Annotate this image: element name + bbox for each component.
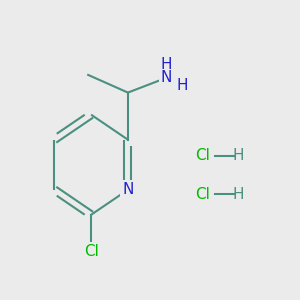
Text: Cl: Cl xyxy=(84,244,98,259)
Text: N: N xyxy=(122,182,134,197)
Text: H: H xyxy=(232,148,244,164)
Text: H: H xyxy=(177,78,188,93)
Text: H: H xyxy=(232,187,244,202)
Text: Cl: Cl xyxy=(196,148,210,164)
Text: Cl: Cl xyxy=(196,187,210,202)
Text: H: H xyxy=(160,57,172,72)
Text: N: N xyxy=(160,70,172,86)
